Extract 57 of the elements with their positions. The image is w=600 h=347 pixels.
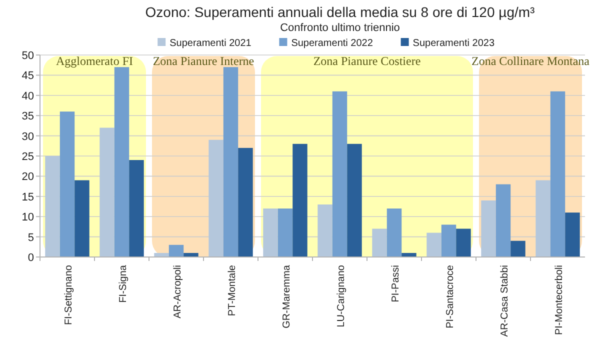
- bar: [100, 128, 114, 257]
- bar: [263, 208, 278, 257]
- x-tick-label: PI-Montecerboli: [554, 265, 565, 336]
- x-tick-label: PT-Montale: [226, 264, 238, 316]
- y-tick-label: 35: [22, 110, 34, 123]
- y-tick-label: 45: [22, 70, 34, 82]
- band-label: Zona Pianure Interne: [152, 54, 254, 68]
- band-label: Agglomerato FI: [56, 54, 133, 68]
- y-tick-label: 25: [22, 151, 34, 163]
- x-tick-label: PI-Santacroce: [444, 264, 456, 328]
- bar: [292, 144, 308, 257]
- bar: [60, 112, 75, 257]
- y-tick-label: 20: [22, 171, 34, 184]
- x-tick-label: FI-Signa: [118, 264, 129, 303]
- bar: [332, 91, 348, 257]
- y-tick-label: 50: [22, 50, 34, 62]
- bar: [208, 140, 224, 257]
- y-tick-label: 40: [22, 90, 34, 102]
- bar: [510, 240, 526, 257]
- legend-label: Superamenti 2022: [291, 38, 374, 49]
- bar: [114, 67, 130, 257]
- bar: [565, 212, 580, 257]
- bar: [536, 180, 550, 257]
- legend-label: Superamenti 2023: [412, 38, 495, 49]
- x-tick-label: AR-Casa Stabbi: [499, 265, 510, 337]
- bar: [456, 228, 471, 257]
- bar: [372, 228, 387, 257]
- bar: [223, 67, 238, 257]
- x-tick-label: GR-Maremma: [281, 264, 292, 328]
- y-tick-label: 15: [22, 191, 34, 204]
- bar: [441, 224, 456, 257]
- bar: [74, 180, 90, 257]
- bar: [550, 91, 566, 257]
- band-label: Zona Pianure Costiere: [313, 54, 421, 68]
- y-tick-label: 30: [22, 130, 34, 143]
- y-tick-label: 5: [28, 232, 34, 244]
- chart-subtitle: Confronto ultimo triennio: [280, 22, 400, 34]
- bar: [426, 232, 442, 257]
- x-tick-label: AR-Acropoli: [172, 265, 184, 318]
- bar: [481, 200, 496, 257]
- bar: [347, 144, 362, 257]
- bar: [238, 148, 253, 257]
- y-tick-label: 0: [28, 252, 34, 264]
- bar: [496, 184, 511, 257]
- bar: [386, 208, 402, 257]
- legend-label: Superamenti 2021: [170, 38, 252, 49]
- x-tick-label: FI-Settignano: [63, 264, 74, 326]
- bar: [318, 204, 332, 257]
- chart-title: Ozono: Superamenti annuali della media su 8 ore di 120 µg/m³: [145, 4, 536, 20]
- bar: [129, 160, 144, 257]
- band-label: Zona Collinare Montana: [472, 54, 590, 68]
- x-tick-label: LU-Carignano: [336, 264, 347, 328]
- y-tick-label: 10: [22, 212, 34, 224]
- bar: [45, 156, 60, 257]
- x-tick-label: PI-Passi: [390, 265, 402, 302]
- bar: [278, 208, 293, 257]
- bar: [168, 244, 184, 257]
